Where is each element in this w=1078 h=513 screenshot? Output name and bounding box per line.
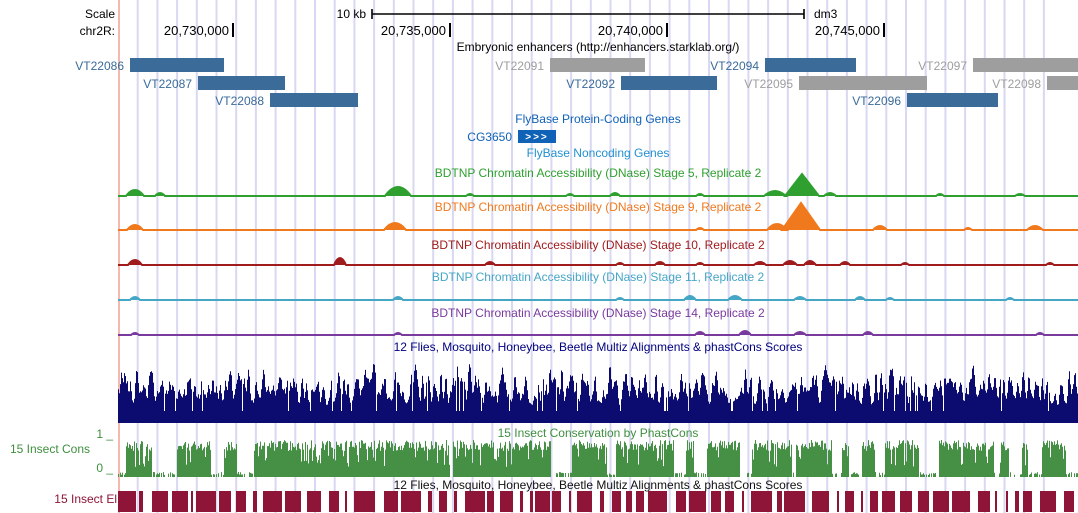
dnase-track-title-3[interactable]: BDTNP Chromatin Accessibility (DNase) St…: [431, 238, 765, 252]
phastcons-histogram[interactable]: [118, 440, 1078, 477]
phastcons-track-title[interactable]: 15 Insect Conservation by PhastCons: [497, 426, 699, 440]
dnase-signal-1[interactable]: [118, 172, 1078, 197]
enhancer-bar-vt22092[interactable]: [621, 76, 717, 90]
enhancer-label-vt22096[interactable]: VT22096: [852, 94, 901, 108]
enhancers-track-title[interactable]: Embryonic enhancers (http://enhancers.st…: [456, 40, 740, 54]
enhancer-bar-vt22097[interactable]: [973, 58, 1078, 72]
position-label: chr2R:: [79, 24, 115, 38]
flybase-pc-track-title[interactable]: FlyBase Protein-Coding Genes: [515, 112, 681, 126]
ruler-tick-label: 20,745,000: [814, 23, 880, 38]
enhancer-label-vt22098[interactable]: VT22098: [992, 77, 1041, 91]
ruler-tick-label: 20,740,000: [597, 23, 663, 38]
ruler-tick-label: 20,735,000: [380, 23, 446, 38]
dnase-track-title-4[interactable]: BDTNP Chromatin Accessibility (DNase) St…: [431, 270, 765, 284]
ruler-tick: [666, 23, 668, 37]
enhancer-bar-vt22087[interactable]: [198, 76, 285, 90]
enhancer-bar-vt22094[interactable]: [765, 58, 856, 72]
ruler-tick: [232, 23, 234, 37]
enhancer-bar-vt22096[interactable]: [907, 93, 998, 107]
enhancer-label-vt22086[interactable]: VT22086: [75, 59, 124, 73]
scale-bar: [371, 9, 805, 19]
enhancer-label-vt22088[interactable]: VT22088: [215, 94, 264, 108]
gene-body-cg3650[interactable]: [518, 130, 556, 143]
enhancer-label-vt22097[interactable]: VT22097: [918, 59, 967, 73]
enhancer-label-vt22087[interactable]: VT22087: [143, 77, 192, 91]
dnase-track-title-2[interactable]: BDTNP Chromatin Accessibility (DNase) St…: [434, 200, 762, 214]
phastcons-axis-min: 0 _: [96, 461, 113, 475]
ruler-tick: [449, 23, 451, 37]
scale-row-label: Scale: [84, 7, 115, 21]
multiz-density-plot[interactable]: [118, 364, 1078, 423]
ruler-tick-label: 20,730,000: [163, 23, 229, 38]
dnase-track-title-1[interactable]: BDTNP Chromatin Accessibility (DNase) St…: [434, 166, 762, 180]
scale-bar-label: 10 kb: [336, 7, 366, 21]
enhancer-label-vt22095[interactable]: VT22095: [744, 77, 793, 91]
phastcons-axis-max: 1 _: [96, 427, 113, 441]
enhancer-label-vt22092[interactable]: VT22092: [566, 77, 615, 91]
elements-track-label[interactable]: 15 Insect El: [54, 492, 117, 506]
insect-elements-blocks[interactable]: [118, 491, 1074, 512]
dnase-track-title-5[interactable]: BDTNP Chromatin Accessibility (DNase) St…: [431, 306, 765, 320]
enhancer-bar-vt22095[interactable]: [799, 76, 927, 90]
flybase-nc-track-title[interactable]: FlyBase Noncoding Genes: [526, 146, 670, 160]
enhancer-label-vt22094[interactable]: VT22094: [710, 59, 759, 73]
ruler-tick: [883, 23, 885, 37]
gene-label[interactable]: CG3650: [467, 130, 512, 144]
multiz-track-title[interactable]: 12 Flies, Mosquito, Honeybee, Beetle Mul…: [393, 340, 803, 354]
enhancer-label-vt22091[interactable]: VT22091: [495, 59, 544, 73]
gene-strand-arrows: >>>: [525, 132, 549, 143]
dnase-signal-4[interactable]: [118, 295, 1078, 301]
dnase-signal-2[interactable]: [118, 201, 1078, 231]
dnase-signal-5[interactable]: [118, 330, 1078, 336]
dnase-signal-3[interactable]: [118, 257, 1078, 266]
grid-lines: [136, 0, 1045, 513]
enhancer-bar-vt22091[interactable]: [550, 58, 645, 72]
phastcons-track-label[interactable]: 15 Insect Cons: [9, 442, 90, 456]
enhancer-bar-vt22098[interactable]: [1047, 76, 1078, 90]
multiz-track-title-2[interactable]: 12 Flies, Mosquito, Honeybee, Beetle Mul…: [393, 478, 803, 492]
enhancer-bar-vt22088[interactable]: [270, 93, 358, 107]
enhancer-bar-vt22086[interactable]: [130, 58, 224, 72]
assembly-label: dm3: [814, 7, 838, 21]
